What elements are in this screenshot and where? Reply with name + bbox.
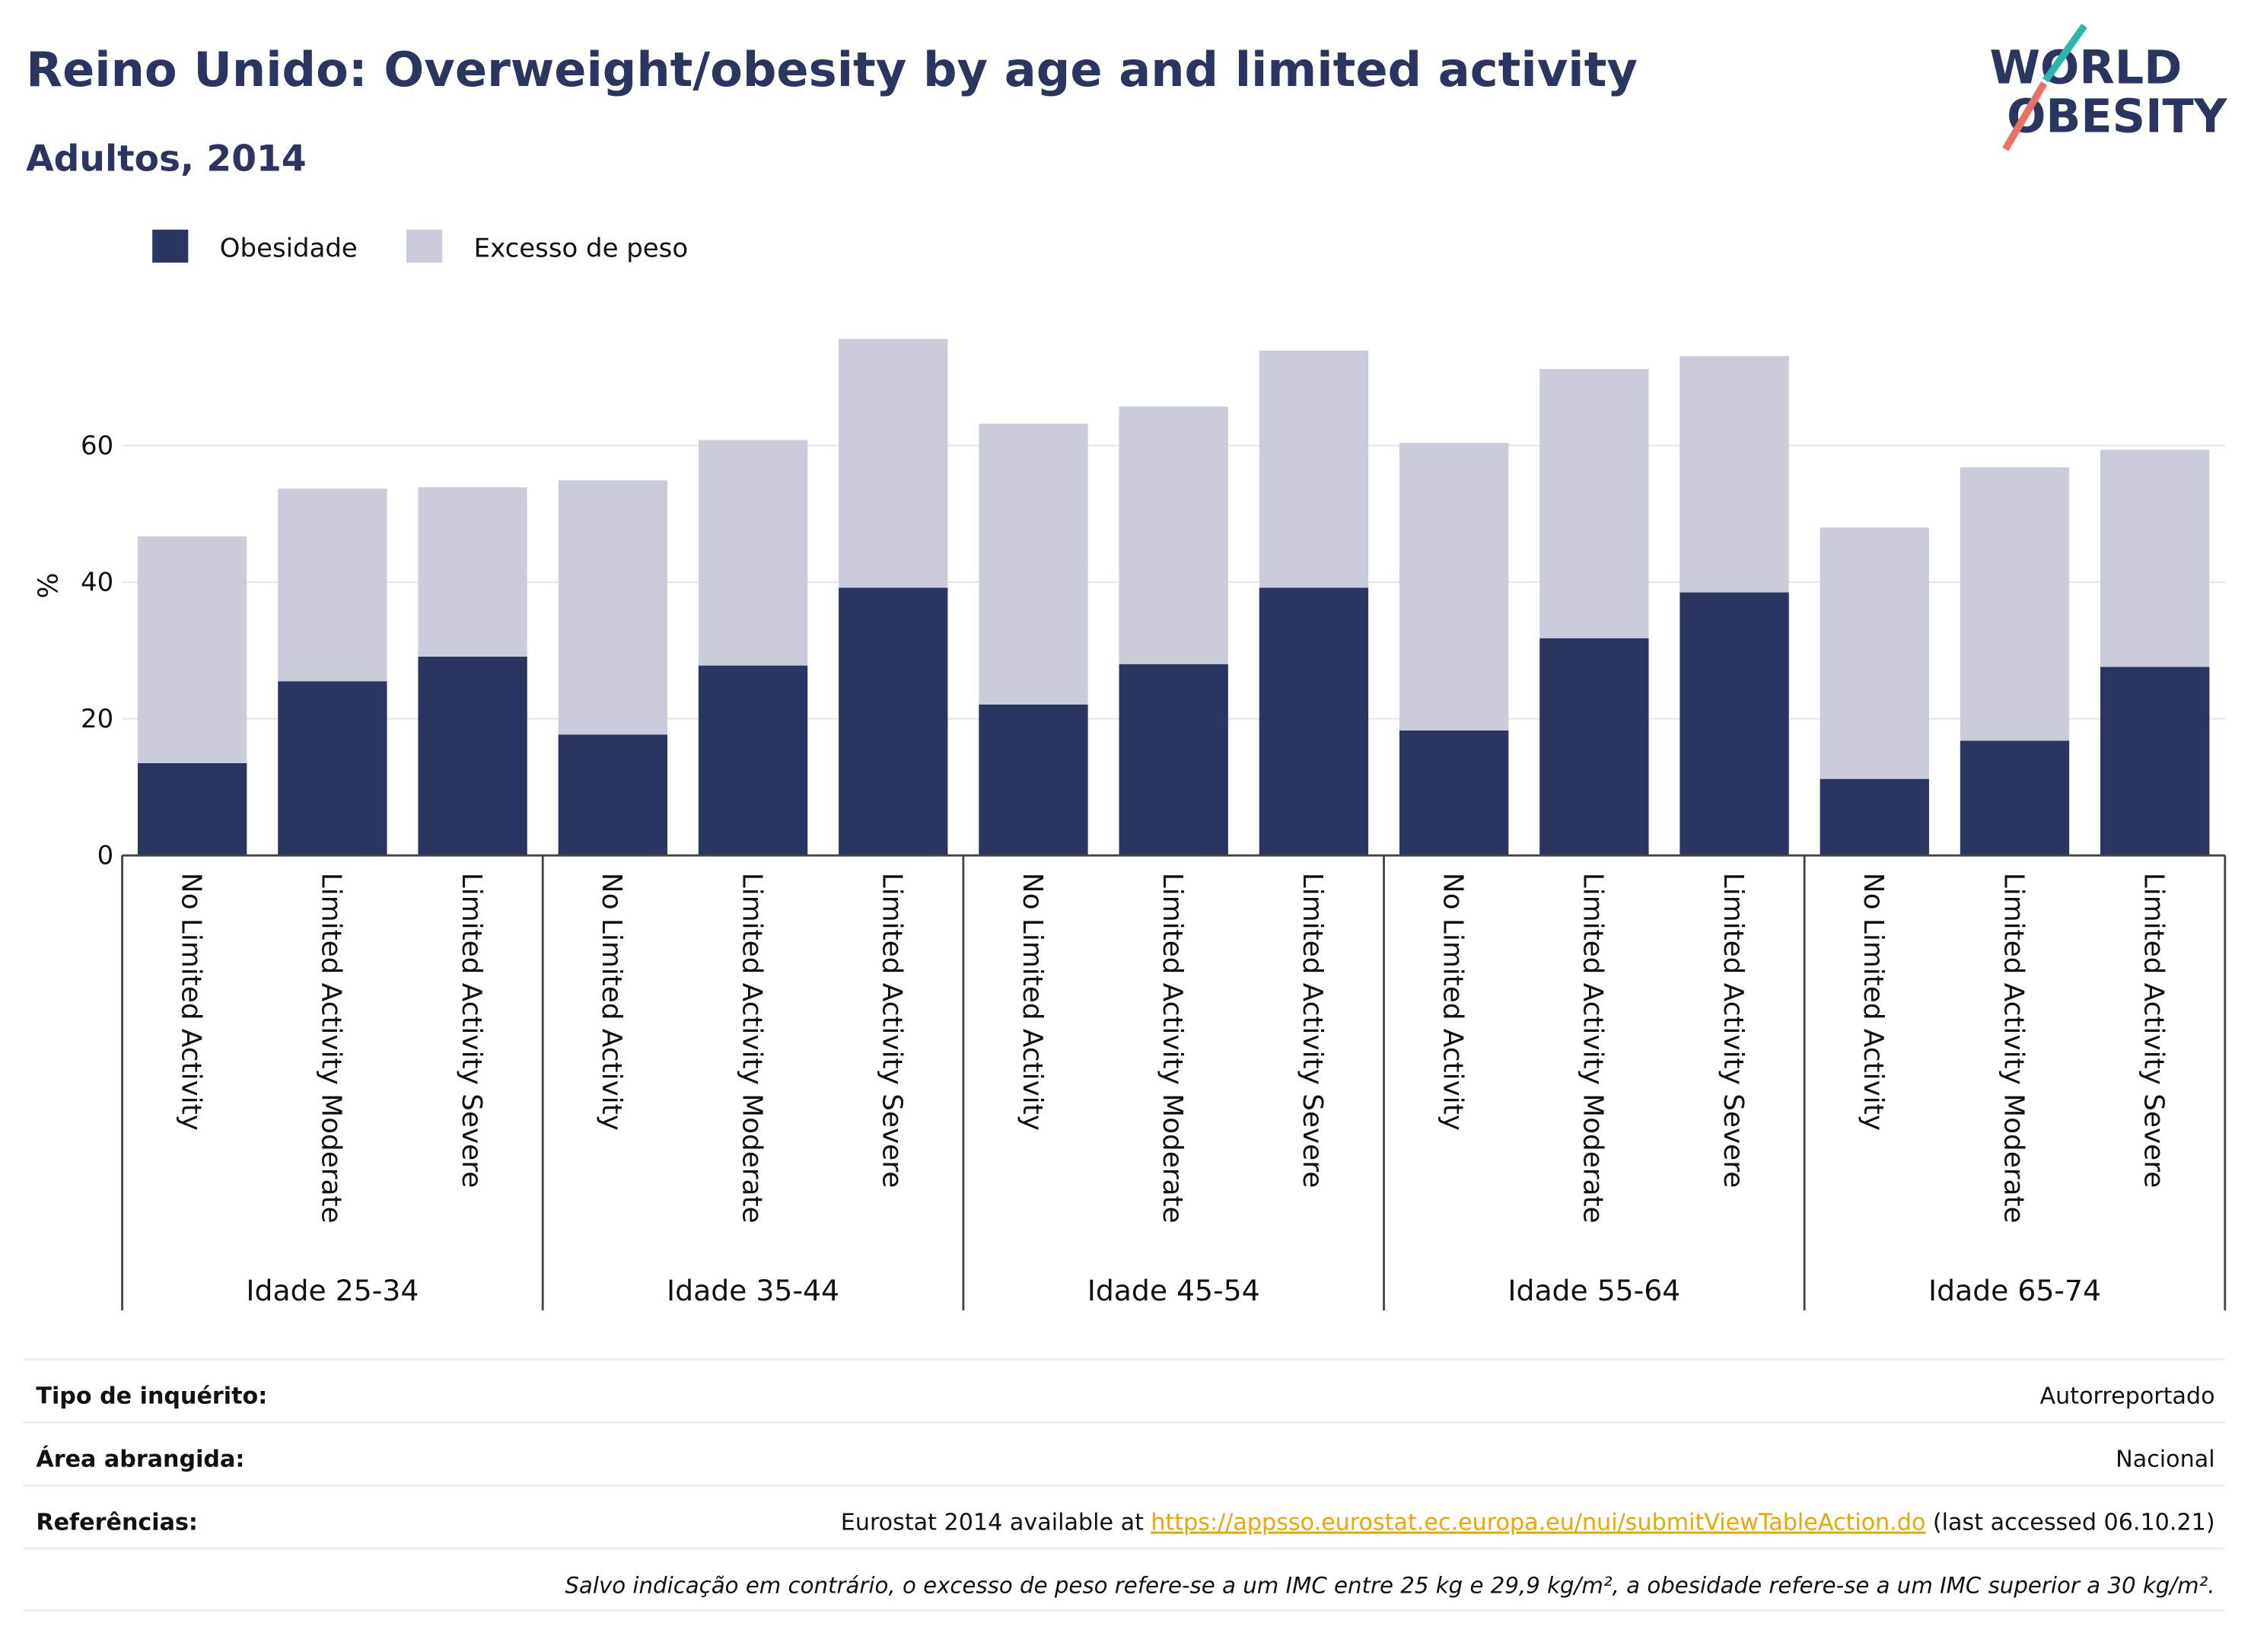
bar-segment	[1399, 730, 1509, 856]
bar-segment	[1960, 467, 2070, 741]
footer-value-part: (last accessed 06.10.21)	[1933, 1510, 2215, 1536]
bar-segment	[1539, 638, 1649, 856]
chart-title: Reino Unido: Overweight/obesity by age a…	[26, 42, 1638, 97]
logo-text: OBESITY	[2007, 91, 2228, 144]
footer-value: Autorreportado	[2040, 1383, 2215, 1410]
y-tick-label: 60	[81, 431, 113, 461]
bar-segment	[1820, 527, 1929, 779]
chart-subtitle: Adultos, 2014	[26, 138, 306, 180]
logo-stroke	[2042, 24, 2087, 83]
footer-value: Nacional	[2116, 1447, 2214, 1473]
bar-segment	[1820, 778, 1929, 856]
x-tick-label: Limited Activity Moderate	[1998, 873, 2029, 1224]
group-label: Idade 65-74	[1928, 1274, 2101, 1307]
logo-stroke	[2002, 81, 2048, 151]
x-tick-label: Limited Activity Severe	[1297, 873, 1328, 1188]
footer-label: Área abrangida:	[36, 1446, 244, 1473]
bar-segment	[698, 665, 808, 856]
bar-segment	[1399, 442, 1509, 731]
legend-swatch	[152, 229, 189, 263]
y-axis-label: %	[33, 573, 65, 599]
x-tick-label: Limited Activity Severe	[2138, 873, 2170, 1188]
footer-note: Salvo indicação em contrário, o excesso …	[565, 1573, 2214, 1599]
x-tick-label: No Limited Activity	[1858, 873, 1889, 1131]
bar-segment	[278, 681, 387, 856]
x-tick-label: No Limited Activity	[596, 873, 627, 1131]
group-label: Idade 45-54	[1087, 1274, 1260, 1307]
bar-segment	[558, 480, 667, 735]
x-tick-label: Limited Activity Moderate	[1578, 873, 1609, 1224]
footer-label: Referências:	[36, 1510, 198, 1536]
bar-segment	[698, 440, 808, 666]
y-tick-label: 0	[97, 840, 114, 871]
bar-segment	[839, 339, 948, 588]
x-tick-label: Limited Activity Moderate	[316, 873, 347, 1224]
x-tick-label: Limited Activity Severe	[456, 873, 487, 1188]
bar-segment	[137, 762, 247, 856]
footer-value: Eurostat 2014 available at https://appsso…	[841, 1510, 2215, 1536]
bar-segment	[979, 704, 1088, 856]
bar-segment	[137, 536, 247, 763]
legend-swatch	[406, 229, 443, 263]
x-tick-label: Limited Activity Moderate	[1157, 873, 1188, 1224]
bar-segment	[558, 734, 667, 856]
bar-segment	[1679, 355, 1789, 593]
x-tick-label: No Limited Activity	[175, 873, 206, 1131]
footer-value-part: Eurostat 2014 available at	[841, 1510, 1144, 1536]
bar-segment	[2100, 667, 2210, 856]
y-tick-label: 40	[81, 567, 113, 597]
legend-label: Obesidade	[220, 234, 358, 264]
bar-segment	[1539, 368, 1649, 638]
bar-segment	[418, 487, 527, 657]
bar-segment	[1259, 587, 1369, 856]
reference-link[interactable]: https://appsso.eurostat.ec.europa.eu/nui…	[1151, 1510, 1925, 1536]
group-label: Idade 55-64	[1508, 1274, 1680, 1307]
group-label: Idade 35-44	[667, 1274, 839, 1307]
x-tick-label: No Limited Activity	[1017, 873, 1048, 1131]
x-tick-label: No Limited Activity	[1437, 873, 1468, 1131]
y-tick-label: 20	[81, 704, 113, 734]
legend-label: Excesso de peso	[474, 234, 688, 264]
x-tick-label: Limited Activity Moderate	[736, 873, 767, 1224]
bar-segment	[1259, 350, 1369, 588]
x-tick-label: Limited Activity Severe	[877, 873, 908, 1188]
bar-segment	[1960, 740, 2070, 856]
footer-label: Tipo de inquérito:	[36, 1383, 267, 1410]
group-label: Idade 25-34	[246, 1274, 419, 1307]
bar-segment	[1119, 664, 1228, 856]
bar-segment	[278, 489, 387, 682]
bar-segment	[1679, 592, 1789, 856]
bar-segment	[979, 423, 1088, 705]
bar-segment	[1119, 406, 1228, 664]
logo-text: WORLD	[1989, 41, 2182, 94]
bar-segment	[2100, 449, 2210, 667]
bar-segment	[418, 656, 527, 856]
bar-segment	[839, 587, 948, 856]
x-tick-label: Limited Activity Severe	[1718, 873, 1749, 1188]
